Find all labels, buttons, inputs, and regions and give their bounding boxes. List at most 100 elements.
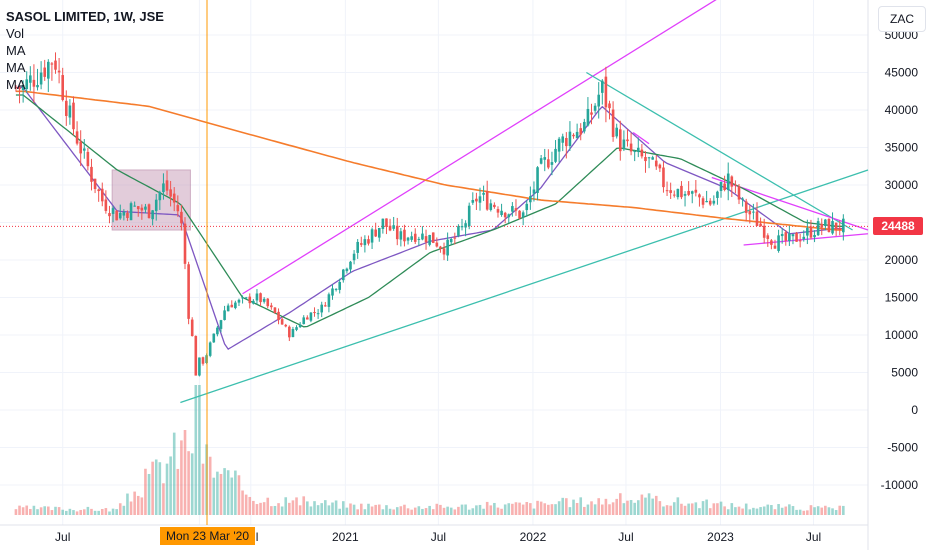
volume-bar: [331, 502, 334, 515]
candle-body: [734, 184, 737, 186]
candle-body: [302, 317, 306, 325]
volume-bar: [262, 502, 266, 515]
volume-bar: [212, 477, 216, 515]
volume-bar: [226, 470, 230, 515]
candle-body: [104, 199, 108, 211]
candle-body: [514, 208, 518, 211]
candle-body: [622, 139, 626, 150]
volume-bar: [716, 503, 719, 515]
volume-bar: [816, 506, 820, 515]
candle-body: [604, 76, 608, 108]
candle-body: [424, 236, 428, 243]
volume-bar: [557, 501, 561, 515]
volume-bar: [780, 507, 784, 515]
volume-bar: [154, 459, 158, 515]
legend-ma-3[interactable]: MA: [6, 77, 26, 92]
volume-bar: [496, 507, 500, 515]
candle-body: [525, 203, 529, 211]
candle-body: [579, 128, 583, 135]
candle-body: [54, 60, 57, 70]
legend-ma-2[interactable]: MA: [6, 60, 26, 75]
candle-body: [464, 223, 467, 228]
candle-body: [151, 210, 154, 220]
candle-body: [784, 232, 788, 241]
candle-body: [208, 342, 212, 356]
volume-bar: [514, 502, 518, 515]
candle-body: [39, 72, 43, 85]
volume-bar: [798, 509, 802, 515]
volume-bar: [324, 500, 327, 515]
volume-bar: [100, 508, 104, 515]
candle-body: [79, 141, 82, 154]
candle-body: [180, 211, 183, 224]
candle-body: [446, 239, 449, 256]
candle-body: [615, 127, 618, 137]
volume-bar: [726, 509, 730, 515]
candle-body: [759, 223, 762, 227]
volume-bar: [104, 508, 108, 515]
volume-bar: [748, 509, 752, 515]
candle-body: [773, 245, 777, 249]
candle-body: [680, 185, 683, 198]
volume-bar: [539, 501, 543, 515]
candle-body: [176, 205, 180, 212]
volume-bar: [485, 501, 489, 515]
volume-bar: [255, 504, 259, 515]
candle-body: [597, 94, 601, 107]
currency-button[interactable]: ZAC: [878, 6, 926, 32]
volume-bar: [395, 507, 399, 515]
candle-body: [82, 148, 86, 151]
volume-bar: [550, 504, 554, 515]
y-tick-label: 40000: [885, 103, 919, 117]
candle-body: [726, 173, 730, 191]
volume-bar: [403, 504, 406, 515]
volume-bar: [248, 496, 252, 515]
volume-bar: [82, 509, 86, 515]
volume-bar: [172, 432, 176, 515]
legend-ma-1[interactable]: MA: [6, 43, 26, 58]
volume-bar: [647, 493, 651, 515]
volume-bar: [309, 506, 313, 515]
volume-bar: [788, 504, 791, 515]
volume-bar: [644, 497, 647, 515]
candle-body: [68, 105, 72, 118]
candle-body: [460, 226, 464, 228]
legend-vol[interactable]: Vol: [6, 26, 25, 41]
volume-bar: [572, 499, 575, 515]
candle-body: [295, 327, 298, 330]
volume-bar: [68, 508, 72, 515]
volume-bar: [345, 507, 349, 515]
volume-bar: [457, 506, 460, 515]
volume-bar: [313, 501, 316, 515]
candle-body: [806, 227, 809, 236]
volume-bar: [723, 506, 726, 515]
candle-body: [36, 84, 39, 88]
volume-bar: [97, 510, 100, 515]
volume-bar: [734, 507, 737, 515]
candle-body: [61, 75, 64, 100]
volume-bar: [363, 509, 367, 515]
volume-bar: [75, 511, 79, 515]
candle-body: [230, 304, 234, 308]
volume-bar: [234, 470, 237, 515]
candle-body: [618, 129, 622, 152]
volume-bar: [140, 497, 144, 515]
volume-bar: [316, 505, 320, 515]
volume-bar: [14, 509, 18, 515]
volume-bar: [43, 506, 47, 515]
candle-body: [669, 190, 672, 193]
candle-body: [334, 288, 338, 290]
y-tick-label: 35000: [885, 141, 919, 155]
volume-bar: [626, 500, 629, 515]
candle-body: [234, 302, 237, 309]
volume-bar: [162, 483, 165, 515]
volume-bar: [298, 505, 302, 515]
candle-body: [788, 233, 791, 242]
candle-body: [593, 105, 597, 111]
ma-orange-line: [15, 90, 844, 231]
candle-body: [636, 147, 640, 152]
volume-bar: [547, 504, 550, 515]
candle-body: [780, 233, 784, 237]
candle-body: [118, 212, 122, 219]
